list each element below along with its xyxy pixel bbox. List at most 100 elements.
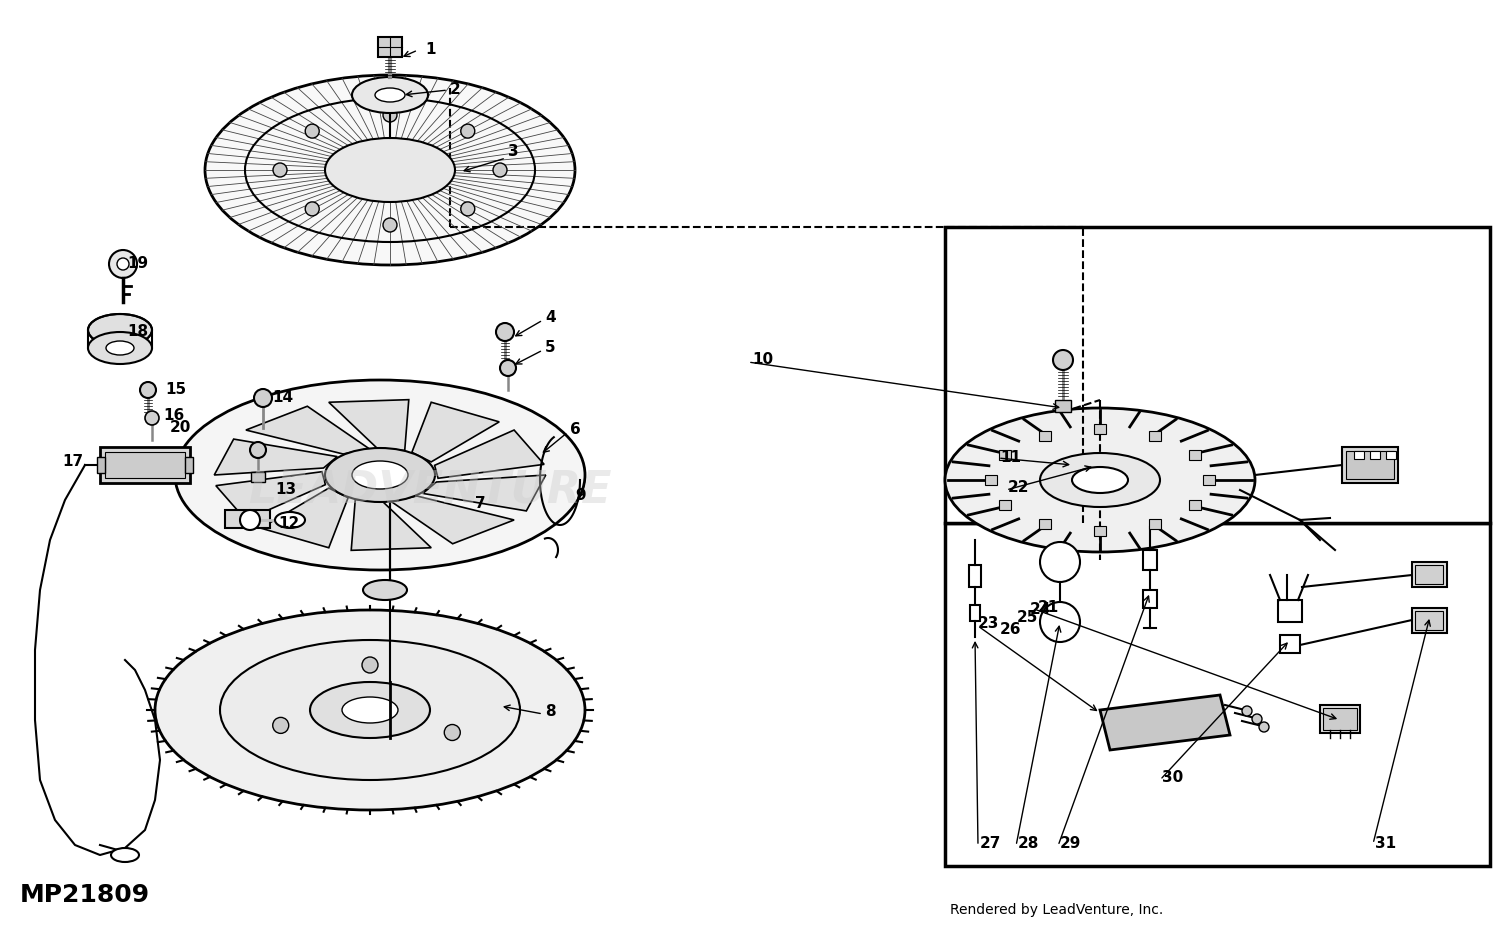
Text: 9: 9 [574, 487, 585, 503]
Polygon shape [246, 407, 369, 454]
Text: 2: 2 [450, 82, 460, 97]
Bar [1414, 611, 1443, 630]
Ellipse shape [206, 75, 574, 265]
Text: 14: 14 [272, 391, 292, 406]
Bar [225, 510, 270, 528]
Ellipse shape [310, 682, 430, 738]
Circle shape [500, 360, 516, 376]
Bar [1203, 475, 1215, 485]
Circle shape [146, 411, 159, 425]
Text: 5: 5 [544, 341, 555, 356]
Bar [1280, 635, 1300, 653]
Bar [1094, 424, 1106, 434]
Circle shape [460, 124, 476, 138]
Circle shape [1258, 722, 1269, 732]
Polygon shape [261, 488, 348, 548]
Bar [970, 605, 980, 621]
Circle shape [444, 724, 460, 741]
Text: Rendered by LeadVenture, Inc.: Rendered by LeadVenture, Inc. [950, 903, 1164, 917]
Text: 10: 10 [752, 353, 772, 368]
Bar [969, 565, 981, 587]
Circle shape [382, 218, 398, 232]
Bar [1412, 608, 1448, 633]
Circle shape [1040, 542, 1080, 582]
Text: 3: 3 [509, 144, 519, 159]
Circle shape [1040, 602, 1080, 642]
Ellipse shape [342, 697, 398, 723]
Ellipse shape [326, 138, 454, 202]
Text: 12: 12 [278, 517, 298, 532]
Bar [378, 37, 402, 57]
Text: 19: 19 [128, 256, 148, 270]
Text: 8: 8 [544, 705, 555, 720]
Bar [1149, 432, 1161, 441]
Text: 26: 26 [1000, 622, 1022, 637]
Text: 15: 15 [165, 382, 186, 397]
Bar [1188, 500, 1200, 510]
Ellipse shape [1072, 467, 1128, 493]
Text: 4: 4 [544, 310, 555, 326]
Bar [1094, 526, 1106, 536]
Ellipse shape [88, 314, 152, 346]
Circle shape [110, 250, 136, 278]
Circle shape [304, 124, 320, 138]
Circle shape [117, 258, 129, 270]
Bar [945, 523, 1490, 866]
Bar [1370, 451, 1380, 459]
Ellipse shape [375, 88, 405, 102]
Bar [986, 475, 998, 485]
Bar [1342, 447, 1398, 483]
Text: 21: 21 [1038, 599, 1059, 615]
Text: 18: 18 [128, 323, 148, 339]
Text: 17: 17 [62, 455, 82, 469]
Bar [184, 457, 194, 473]
Ellipse shape [945, 408, 1256, 552]
Text: 25: 25 [1017, 610, 1038, 625]
Text: 6: 6 [570, 422, 580, 437]
Circle shape [496, 323, 514, 341]
Circle shape [304, 202, 320, 216]
Bar [1143, 590, 1156, 608]
Text: LEADVENTURE: LEADVENTURE [249, 469, 612, 511]
Ellipse shape [352, 77, 428, 113]
Text: 7: 7 [476, 495, 486, 510]
Text: 30: 30 [1162, 770, 1184, 785]
Circle shape [460, 202, 476, 216]
Polygon shape [413, 402, 500, 462]
Bar [1149, 519, 1161, 529]
Bar [1412, 562, 1448, 587]
Polygon shape [216, 471, 326, 520]
Ellipse shape [274, 512, 304, 528]
Polygon shape [328, 400, 410, 451]
Ellipse shape [88, 332, 152, 364]
Circle shape [273, 718, 288, 733]
Ellipse shape [111, 848, 140, 862]
Text: 16: 16 [164, 407, 184, 422]
Circle shape [140, 382, 156, 398]
Text: 13: 13 [274, 482, 296, 497]
Ellipse shape [363, 580, 407, 600]
Bar [1320, 705, 1360, 733]
Text: 31: 31 [1376, 836, 1396, 852]
Ellipse shape [176, 380, 585, 570]
Bar [999, 500, 1011, 510]
Circle shape [1252, 714, 1262, 724]
Bar [251, 472, 266, 482]
Circle shape [1053, 350, 1072, 370]
Polygon shape [351, 499, 430, 550]
Bar [105, 452, 184, 478]
Text: 29: 29 [1060, 836, 1082, 852]
Polygon shape [214, 439, 338, 475]
Text: 23: 23 [978, 617, 999, 632]
Bar [1323, 708, 1358, 730]
Bar [999, 450, 1011, 459]
Bar [945, 227, 1490, 523]
Circle shape [251, 442, 266, 458]
Bar [1188, 450, 1200, 459]
Ellipse shape [326, 448, 435, 502]
Polygon shape [1100, 695, 1230, 750]
Bar [1414, 565, 1443, 584]
Ellipse shape [240, 510, 260, 530]
Text: 28: 28 [1019, 836, 1040, 852]
Ellipse shape [106, 341, 134, 355]
